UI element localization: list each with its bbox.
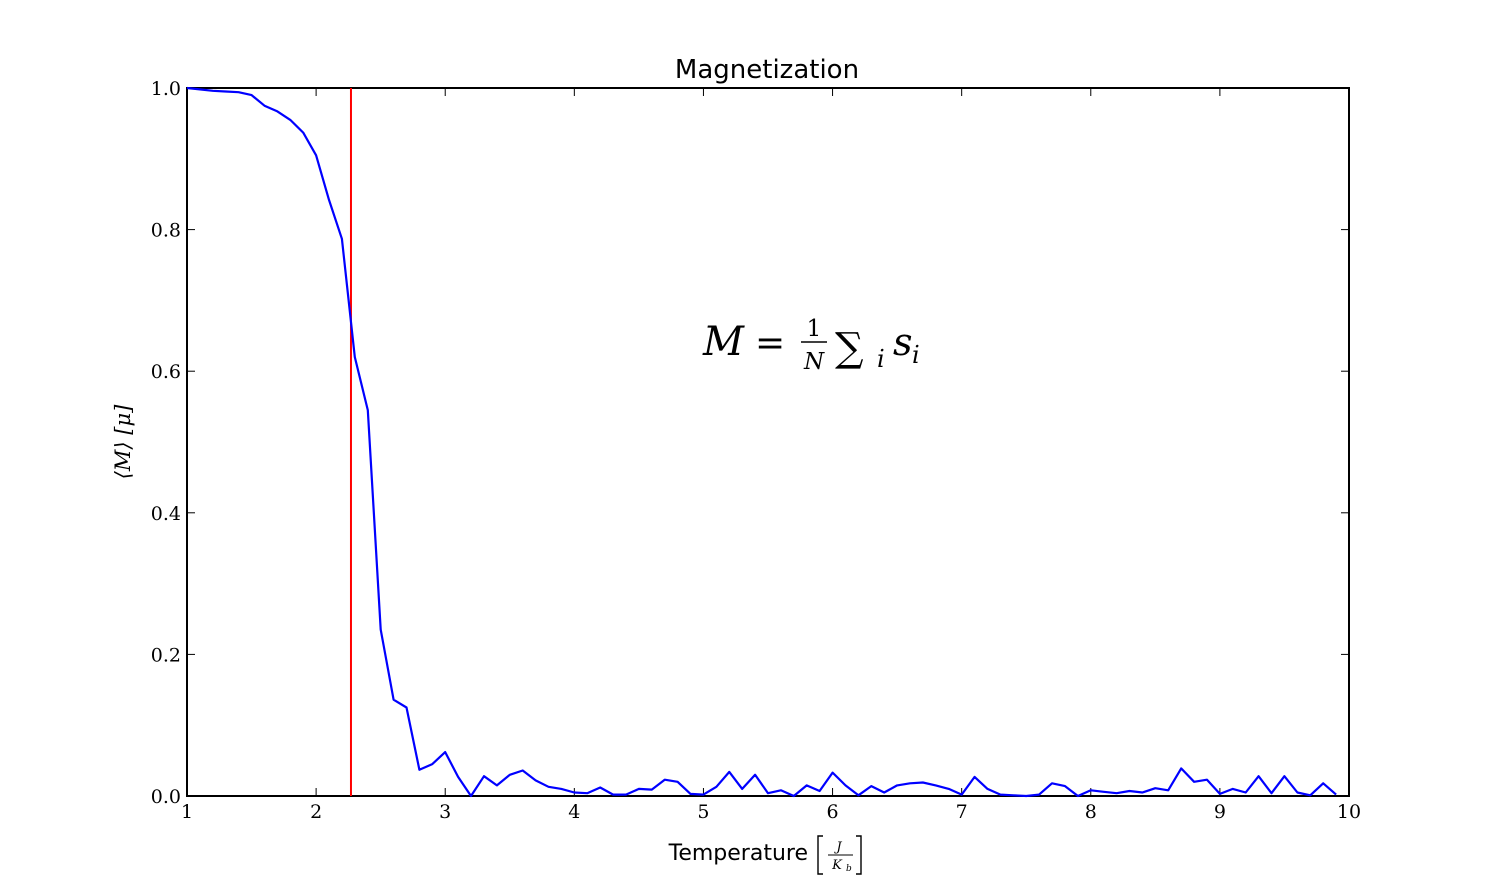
formula-fraction-denominator: N	[803, 349, 825, 375]
x-tick-label: 9	[1214, 801, 1226, 823]
chart-title: Magnetization	[675, 55, 859, 85]
formula-lhs: M	[702, 319, 745, 365]
x-axis-unit-numerator: J	[833, 840, 842, 855]
plot-area-frame	[186, 87, 1350, 797]
formula-term: s	[893, 320, 913, 364]
magnetization-formula: M = 1 N ∑ i s i	[702, 316, 920, 375]
y-tick-label: 0.2	[151, 644, 181, 666]
y-tick-label: 1.0	[151, 78, 181, 100]
y-tick-labels: 0.0 0.2 0.4 0.6 0.8 1.0	[151, 78, 181, 808]
x-axis-label-left-bracket	[817, 835, 823, 875]
magnetization-series-line	[186, 86, 1337, 798]
y-axis-label: ⟨M⟩ [μ]	[111, 404, 135, 479]
formula-sum-subscript: i	[877, 345, 885, 373]
x-tick-label: 5	[697, 801, 709, 823]
x-tick-label: 2	[310, 801, 322, 823]
x-axis-label: Temperature J K b	[668, 835, 862, 875]
y-tick-label: 0.6	[151, 361, 181, 383]
formula-sum-symbol: ∑	[835, 325, 864, 371]
x-axis-unit-denominator-subscript: b	[846, 864, 852, 874]
y-tick-label: 0.4	[151, 503, 181, 525]
formula-equals: =	[755, 323, 785, 364]
x-tick-label: 3	[439, 801, 451, 823]
x-axis-label-text: Temperature	[668, 841, 808, 866]
x-axis-unit-denominator: K	[831, 858, 843, 873]
formula-term-subscript: i	[912, 341, 920, 369]
y-tick-label: 0.8	[151, 220, 181, 242]
x-tick-label: 6	[827, 801, 839, 823]
x-tick-labels: 1 2 3 4 5 6 7 8 9 10	[181, 801, 1361, 823]
x-tick-label: 4	[568, 801, 580, 823]
x-tick-label: 1	[181, 801, 193, 823]
axis-ticks	[186, 87, 1350, 797]
y-tick-label: 0.0	[151, 786, 181, 808]
x-tick-label: 8	[1085, 801, 1097, 823]
x-axis-label-right-bracket	[856, 835, 862, 875]
formula-fraction-numerator: 1	[807, 316, 822, 342]
x-tick-label: 10	[1337, 801, 1361, 823]
x-tick-label: 7	[956, 801, 968, 823]
